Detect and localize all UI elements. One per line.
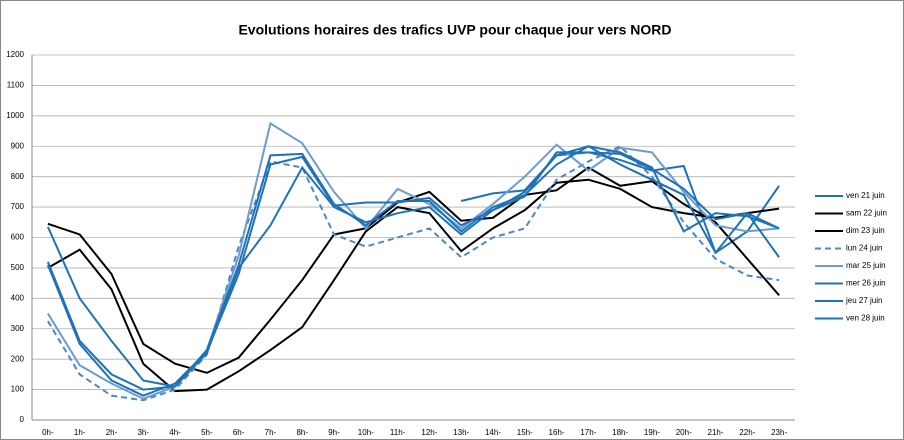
legend-label: mar 25 juin <box>846 261 886 270</box>
x-tick-label: 19h- <box>644 428 660 437</box>
legend-label: jeu 27 juin <box>845 296 882 305</box>
series-line <box>46 151 780 397</box>
legend-label: lun 24 juin <box>846 244 882 253</box>
y-tick-label: 600 <box>11 233 25 242</box>
x-tick-label: 20h- <box>676 428 692 437</box>
x-tick-label: 9h- <box>328 428 340 437</box>
x-tick-label: 7h- <box>265 428 277 437</box>
x-tick-label: 10h- <box>358 428 374 437</box>
legend-label: ven 28 juin <box>846 314 885 323</box>
series-line <box>47 121 780 400</box>
x-tick-label: 5h- <box>201 428 213 437</box>
y-tick-label: 400 <box>11 293 25 302</box>
x-tick-label: 21h- <box>708 428 724 437</box>
x-tick-label: 18h- <box>612 428 628 437</box>
x-tick-label: 6h- <box>233 428 245 437</box>
x-tick-label: 22h- <box>739 428 755 437</box>
y-tick-label: 900 <box>11 141 25 150</box>
x-tick-label: 23h- <box>771 428 787 437</box>
legend-label: sam 22 juin <box>846 209 887 218</box>
y-tick-label: 200 <box>11 354 25 363</box>
y-tick-label: 800 <box>11 172 25 181</box>
y-tick-label: 500 <box>11 263 25 272</box>
x-tick-label: 12h- <box>421 428 437 437</box>
x-tick-label: 16h- <box>549 428 565 437</box>
y-tick-label: 300 <box>11 324 25 333</box>
y-tick-label: 1100 <box>7 81 25 90</box>
y-tick-label: 1000 <box>6 111 24 120</box>
x-tick-label: 2h- <box>106 428 118 437</box>
x-tick-label: 0h- <box>42 428 54 437</box>
x-tick-label: 17h- <box>580 428 596 437</box>
x-tick-label: 15h- <box>517 428 533 437</box>
x-tick-label: 4h- <box>169 428 181 437</box>
x-tick-label: 11h- <box>390 428 406 437</box>
y-tick-label: 1200 <box>6 50 24 59</box>
legend-label: mer 26 juin <box>846 279 886 288</box>
x-tick-label: 1h- <box>74 428 86 437</box>
y-tick-label: 700 <box>11 202 25 211</box>
series-line <box>47 145 780 402</box>
legend-label: dim 23 juin <box>846 226 885 235</box>
y-tick-label: 100 <box>11 385 25 394</box>
x-tick-label: 8h- <box>296 428 308 437</box>
x-tick-label: 14h- <box>485 428 501 437</box>
series-line <box>460 151 780 255</box>
y-tick-label: 0 <box>20 415 25 424</box>
x-tick-label: 13h- <box>453 428 469 437</box>
legend-label: ven 21 juin <box>846 191 885 200</box>
x-tick-label: 3h- <box>137 428 149 437</box>
chart-title: Evolutions horaires des trafics UVP pour… <box>238 22 671 38</box>
